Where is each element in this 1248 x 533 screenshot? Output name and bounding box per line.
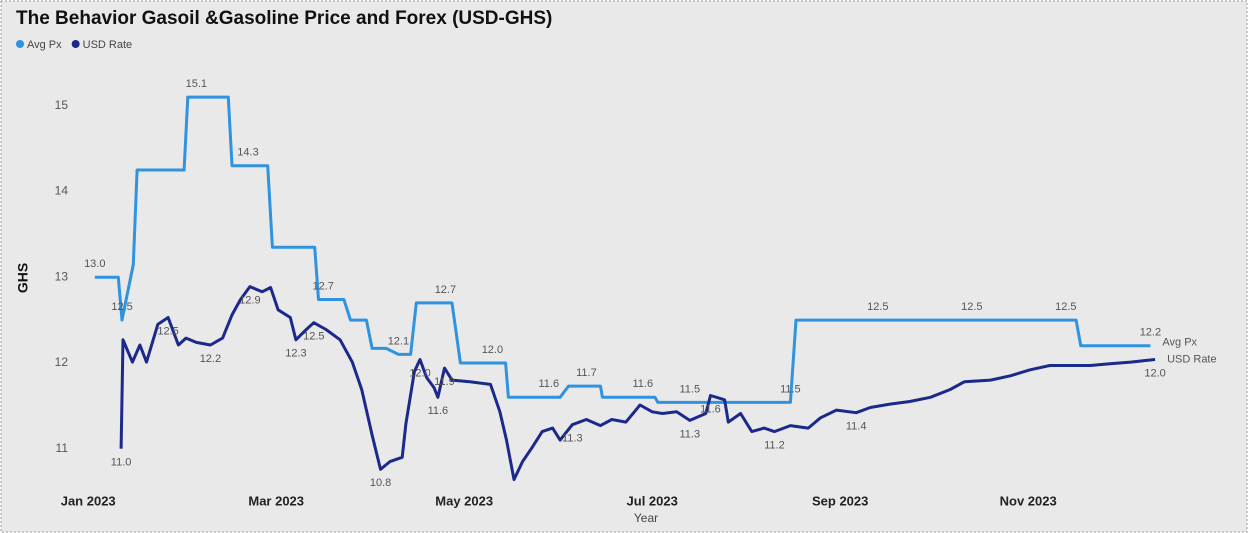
data-label: 12.0: [1144, 367, 1165, 379]
data-label: 11.5: [780, 383, 801, 395]
chart-title: The Behavior Gasoil &Gasoline Price and …: [16, 8, 552, 29]
data-label: 12.5: [961, 301, 982, 313]
data-label: 12.5: [303, 331, 324, 343]
x-tick-label: Nov 2023: [1000, 493, 1057, 508]
data-label: 12.3: [285, 348, 306, 360]
y-tick-label: 15: [55, 98, 69, 112]
line: [94, 95, 1151, 404]
legend-marker: [16, 40, 24, 48]
data-label: 12.0: [409, 367, 430, 379]
data-label: 11.2: [764, 439, 785, 451]
y-axis-title: GHS: [15, 263, 31, 293]
data-label: 12.9: [239, 295, 260, 307]
x-tick-label: Jan 2023: [61, 493, 116, 508]
data-label: 11.3: [680, 428, 701, 440]
data-label: 12.5: [111, 301, 132, 313]
x-tick-label: Jul 2023: [627, 493, 678, 508]
line: [119, 285, 1156, 482]
data-label: 11.5: [680, 383, 701, 395]
data-label: 10.8: [370, 477, 391, 489]
data-label: 11.4: [846, 421, 867, 433]
y-tick-label: 11: [56, 441, 69, 455]
y-tick-label: 14: [55, 184, 69, 198]
legend-label: Avg Px: [27, 39, 62, 51]
x-tick-label: Sep 2023: [812, 493, 868, 508]
data-label: 11.3: [562, 433, 583, 445]
series-end-label: USD Rate: [1167, 353, 1217, 365]
data-label: 11.7: [576, 367, 597, 379]
series-end-label: Avg Px: [1162, 337, 1197, 349]
data-label: 15.1: [186, 78, 207, 90]
data-label: 12.5: [157, 325, 178, 337]
data-label: 11.6: [428, 405, 449, 417]
data-label: 11.9: [434, 376, 455, 388]
data-label: 12.1: [388, 335, 409, 347]
x-tick-label: May 2023: [435, 493, 493, 508]
data-label: 14.3: [237, 147, 258, 159]
data-label: 12.5: [1055, 301, 1076, 313]
data-label: 11.6: [700, 403, 721, 415]
data-label: 12.2: [1140, 327, 1161, 339]
data-label: 12.7: [312, 280, 333, 292]
data-label: 12.0: [482, 344, 503, 356]
legend-marker: [71, 40, 80, 48]
data-label: 12.5: [867, 301, 888, 313]
legend-label: USD Rate: [83, 39, 133, 51]
data-label: 11.6: [539, 378, 560, 390]
y-tick-label: 12: [55, 355, 69, 369]
data-label: 12.7: [435, 284, 456, 296]
x-axis-title: Year: [634, 511, 658, 525]
data-label: 13.0: [84, 258, 105, 270]
x-tick-label: Mar 2023: [248, 493, 304, 508]
data-label: 11.6: [633, 378, 654, 390]
y-tick-label: 13: [55, 269, 69, 283]
data-label: 11.0: [111, 457, 132, 469]
data-label: 12.2: [200, 353, 221, 365]
